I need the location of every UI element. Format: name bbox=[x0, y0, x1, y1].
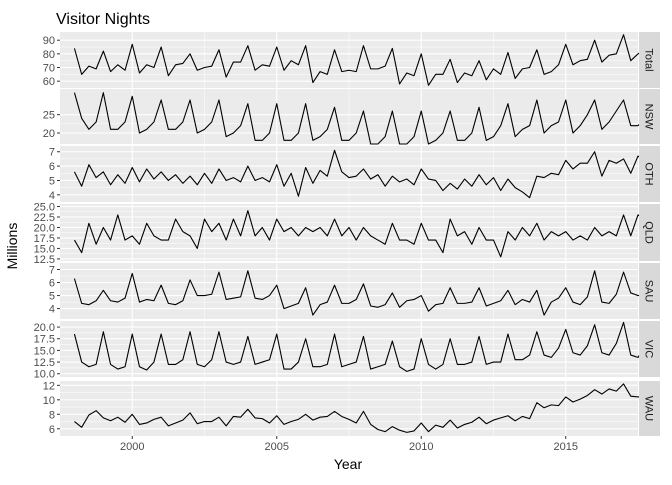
y-tick-label: 6 bbox=[49, 161, 55, 173]
facet-strip bbox=[639, 204, 660, 261]
x-axis: 2000 2005 2010 2015 bbox=[120, 436, 578, 453]
panel-oth: 4 5 6 7 OTH bbox=[49, 146, 660, 202]
facet-strip-label: NSW bbox=[643, 104, 655, 130]
series-line-sau bbox=[73, 270, 646, 316]
y-tick-label: 7 bbox=[49, 147, 55, 159]
y-axis-label: Millions bbox=[4, 223, 20, 270]
x-tick-label: 2015 bbox=[554, 441, 578, 453]
x-tick-label: 2010 bbox=[409, 441, 433, 453]
facet-strip-label: OTH bbox=[643, 162, 655, 185]
y-tick-label: 15.0 bbox=[34, 243, 55, 255]
facet-strip-label: QLD bbox=[643, 221, 655, 244]
panel-vic: 10.012.515.017.520.0 VIC bbox=[34, 321, 660, 381]
facet-strip bbox=[639, 321, 660, 377]
facet-strip bbox=[639, 146, 660, 202]
facet-strip-label: Total bbox=[643, 48, 655, 71]
facet-strip-label: SAU bbox=[643, 280, 655, 303]
y-tick-label: 60 bbox=[43, 76, 55, 88]
x-tick-label: 2005 bbox=[265, 441, 289, 453]
y-tick-label: 20.0 bbox=[34, 222, 55, 234]
y-tick-label: 70 bbox=[43, 63, 55, 75]
x-axis-label: Year bbox=[334, 456, 363, 472]
facet-strip bbox=[639, 89, 660, 144]
panel-nsw: 20 25 NSW bbox=[43, 89, 660, 145]
y-tick-label: 6 bbox=[49, 424, 55, 436]
series-line-vic bbox=[73, 321, 646, 372]
series-line-qld bbox=[73, 210, 646, 258]
series-line-nsw bbox=[73, 92, 646, 145]
chart-title: Visitor Nights bbox=[56, 11, 150, 28]
y-tick-label: 8 bbox=[49, 409, 55, 421]
facet-strip-label: WAU bbox=[643, 396, 655, 421]
y-tick-label: 20 bbox=[43, 128, 55, 140]
facet-strip-label: VIC bbox=[643, 340, 655, 358]
y-tick-label: 5 bbox=[49, 175, 55, 187]
y-tick-label: 90 bbox=[43, 35, 55, 47]
y-tick-label: 4 bbox=[49, 190, 55, 202]
y-tick-label: 12.5 bbox=[34, 357, 55, 369]
y-tick-label: 80 bbox=[43, 49, 55, 61]
y-tick-label: 4 bbox=[49, 304, 55, 316]
series-line-total bbox=[73, 34, 646, 86]
facet-strip bbox=[639, 381, 660, 436]
y-tick-label: 25.0 bbox=[34, 202, 55, 214]
facet-strip bbox=[639, 32, 660, 88]
y-tick-label: 22.5 bbox=[34, 212, 55, 224]
y-tick-label: 7 bbox=[49, 265, 55, 277]
y-tick-label: 5 bbox=[49, 291, 55, 303]
y-tick-label: 12.5 bbox=[34, 254, 55, 266]
y-tick-label: 12 bbox=[43, 380, 55, 392]
panel-wau: 6 8 10 12 WAU bbox=[43, 380, 660, 436]
panel-qld: 12.515.017.520.022.525.0 QLD bbox=[34, 202, 660, 266]
series-line-oth bbox=[73, 149, 646, 199]
y-tick-label: 25 bbox=[43, 110, 55, 122]
y-tick-label: 17.5 bbox=[34, 334, 55, 346]
series-line-wau bbox=[74, 383, 646, 433]
y-tick-label: 15.0 bbox=[34, 345, 55, 357]
y-tick-label: 10.0 bbox=[34, 369, 55, 381]
y-tick-label: 10 bbox=[43, 395, 55, 407]
y-tick-label: 6 bbox=[49, 278, 55, 290]
facet-strip bbox=[639, 263, 660, 319]
x-tick-label: 2000 bbox=[120, 441, 144, 453]
y-tick-label: 20.0 bbox=[34, 322, 55, 334]
y-tick-label: 17.5 bbox=[34, 233, 55, 245]
